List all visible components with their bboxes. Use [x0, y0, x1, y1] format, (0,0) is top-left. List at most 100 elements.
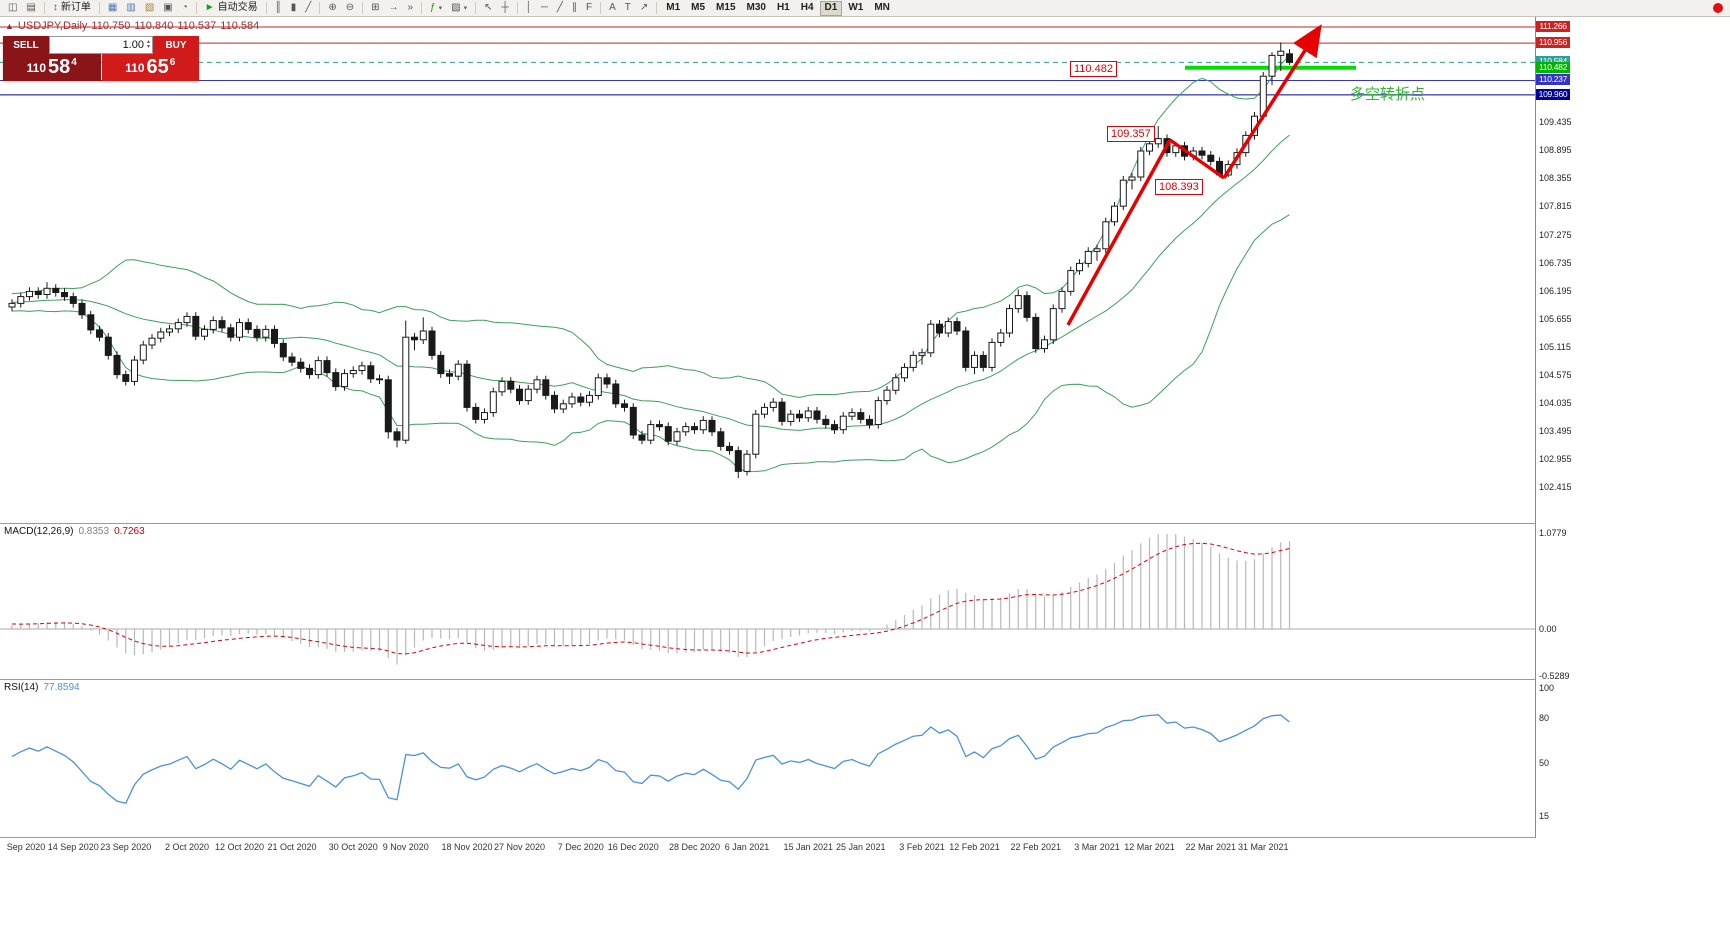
candle-body: [988, 341, 996, 368]
candle-body: [874, 400, 882, 426]
macd-pane[interactable]: MACD(12,26,9) 0.8353 0.7263: [0, 524, 1535, 680]
candle-body: [866, 418, 873, 426]
zoom-out-icon[interactable]: ⊖: [342, 1, 358, 16]
date-label: 15 Jan 2021: [783, 842, 834, 852]
price-tick: 105.655: [1539, 314, 1572, 324]
auto-scroll-icon[interactable]: →: [384, 1, 402, 16]
templates-button[interactable]: ▨ ▾: [447, 1, 471, 16]
toolbar-separator: [362, 2, 364, 14]
date-label: 9 Nov 2020: [382, 842, 429, 852]
candlestick-chart-icon[interactable]: ▮: [287, 1, 301, 16]
period-mn[interactable]: MN: [869, 1, 895, 16]
period-h4[interactable]: H4: [796, 1, 819, 16]
candle-body: [831, 424, 838, 431]
line-chart-icon[interactable]: ╱: [301, 1, 315, 16]
sell-price-button[interactable]: 110 58 4: [3, 54, 101, 81]
candle-body: [577, 396, 585, 403]
tile-windows-icon[interactable]: ⊞: [367, 1, 383, 16]
period-m30[interactable]: M30: [742, 1, 771, 16]
period-m15[interactable]: M15: [711, 1, 740, 16]
candle-body: [813, 410, 821, 420]
alert-icon: [1713, 3, 1723, 13]
price-flag[interactable]: 109.357: [1107, 126, 1155, 142]
crosshair-icon[interactable]: ┼: [497, 1, 512, 16]
trend-arrow-segment[interactable]: [1168, 138, 1226, 180]
date-label: Sep 2020: [6, 842, 46, 852]
cursor-icon[interactable]: ↖: [480, 1, 496, 16]
trendline-icon[interactable]: ╱: [553, 1, 567, 16]
indicators-button[interactable]: ƒ ▾: [426, 1, 446, 16]
vertical-line-icon-glyph: │: [525, 2, 532, 13]
chart-shift-icon[interactable]: »: [403, 1, 417, 16]
data-window-icon[interactable]: ▥: [122, 1, 139, 16]
buy-price-button[interactable]: 110 65 6: [101, 54, 199, 81]
macd-tick: 1.0779: [1539, 528, 1567, 538]
candle-body: [524, 388, 532, 402]
candle-body: [61, 292, 68, 298]
profiles-icon[interactable]: ▤: [22, 1, 39, 16]
candle-body: [34, 290, 42, 295]
horizontal-line-icon[interactable]: ─: [537, 1, 552, 16]
candle-body: [1058, 290, 1066, 310]
price-tick: 108.895: [1539, 145, 1572, 155]
candle-body: [1093, 248, 1101, 252]
candle-body: [1049, 308, 1057, 341]
spinner-up-icon[interactable]: ▴: [146, 39, 150, 45]
fibonacci-icon[interactable]: F: [582, 1, 596, 16]
candle-body: [376, 378, 383, 381]
candle-body: [1041, 339, 1048, 350]
candle-body: [498, 380, 506, 393]
period-h1-label: H1: [776, 2, 790, 13]
volume-input[interactable]: 1.00 ▴ ▾: [49, 36, 153, 54]
terminal-icon[interactable]: ▣: [159, 1, 176, 16]
date-label: 12 Mar 2021: [1124, 842, 1175, 852]
price-tick: 102.415: [1539, 482, 1572, 492]
candle-body: [104, 336, 112, 356]
new-chart-icon[interactable]: ◫: [4, 1, 21, 16]
strategy-tester-icon[interactable]: ◔: [178, 1, 192, 16]
candle-body: [148, 337, 156, 346]
label-icon[interactable]: T: [621, 1, 635, 16]
trend-arrow-segment[interactable]: [1222, 24, 1322, 179]
navigator-icon[interactable]: ▧: [141, 1, 158, 16]
bollinger-middle: [11, 134, 1290, 431]
price-tag: 110.237: [1536, 74, 1570, 85]
candle-body: [446, 373, 453, 377]
channel-icon[interactable]: ∥: [568, 1, 581, 16]
zoom-in-icon[interactable]: ⊕: [324, 1, 340, 16]
period-m1[interactable]: M1: [661, 1, 685, 16]
sell-button[interactable]: SELL: [3, 36, 49, 54]
date-label: 7 Dec 2020: [557, 842, 604, 852]
date-label: 28 Dec 2020: [668, 842, 721, 852]
volume-spinner[interactable]: ▴ ▾: [146, 39, 150, 50]
buy-button[interactable]: BUY: [153, 36, 199, 54]
price-chart-canvas[interactable]: [0, 17, 1535, 523]
candle-body: [288, 356, 296, 363]
trend-arrow-segment[interactable]: [1066, 139, 1172, 326]
bars-chart-icon[interactable]: ║: [271, 1, 286, 16]
arrows-icon[interactable]: ↗: [636, 1, 652, 16]
navigator-icon-glyph: ▧: [144, 2, 155, 13]
price-flag[interactable]: 110.482: [1070, 61, 1117, 77]
period-d1[interactable]: D1: [819, 0, 843, 16]
market-watch-icon[interactable]: ▦: [104, 1, 121, 16]
time-axis[interactable]: Sep 2020 14 Sep 2020 23 Sep 2020 2 Oct 2020…: [0, 838, 1570, 856]
price-scale[interactable]: 109.435 108.895 108.355 107.815 107.275 106.7…: [1535, 17, 1572, 856]
toolbar-separator: [600, 2, 602, 14]
rsi-pane[interactable]: RSI(14) 77.8594: [0, 680, 1535, 838]
spinner-down-icon[interactable]: ▾: [146, 44, 150, 50]
new-order-button[interactable]: ↕ 新订单: [49, 1, 95, 16]
main-chart-pane[interactable]: ▲ USDJPY,Daily 110.750 110.840 110.537 110.58…: [0, 17, 1535, 524]
period-w1[interactable]: W1: [843, 1, 868, 16]
annotation-note[interactable]: 多空转折点: [1350, 86, 1426, 103]
vertical-line-icon[interactable]: │: [522, 1, 536, 16]
candle-body: [1032, 316, 1040, 350]
price-flag[interactable]: 108.393: [1155, 179, 1203, 195]
period-h1[interactable]: H1: [772, 1, 795, 16]
autotrade-button[interactable]: ► 自动交易: [201, 1, 262, 16]
candle-body: [944, 321, 952, 334]
text-icon[interactable]: A: [605, 1, 620, 16]
price-tick: 103.495: [1539, 426, 1572, 436]
candle-body: [1154, 138, 1162, 145]
period-m5[interactable]: M5: [686, 1, 710, 16]
